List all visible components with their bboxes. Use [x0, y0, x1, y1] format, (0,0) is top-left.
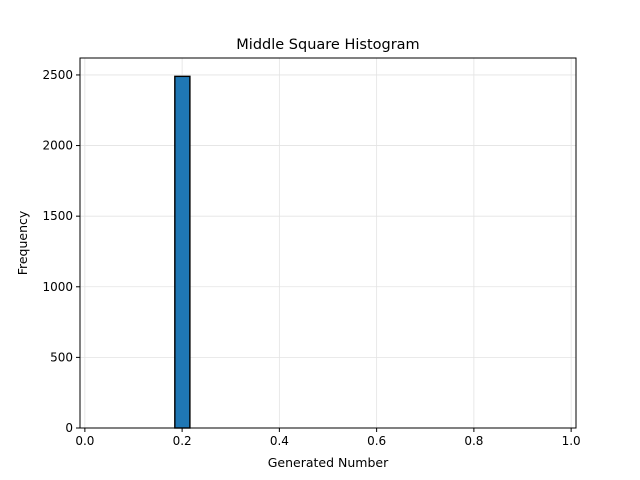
- y-tick-label: 0: [65, 421, 73, 435]
- plot-frame: [79, 57, 577, 429]
- x-tick-label: 1.0: [562, 434, 581, 448]
- x-tick-label: 0.6: [367, 434, 386, 448]
- histogram-bar: [174, 75, 191, 429]
- histogram-bars: [174, 75, 191, 429]
- x-tick-label: 0.0: [75, 434, 94, 448]
- y-tick-label: 500: [50, 350, 73, 364]
- axis-ticks: 0.0 0.2 0.4 0.6 0.8 1.0 0 500 1000 1500 2000 2500: [42, 68, 580, 448]
- x-axis-label: Generated Number: [268, 455, 389, 470]
- y-tick-label: 2000: [42, 139, 73, 153]
- y-axis-label: Frequency: [15, 210, 30, 275]
- chart-title: Middle Square Histogram: [236, 37, 419, 53]
- x-tick-label: 0.8: [464, 434, 483, 448]
- y-tick-label: 1500: [42, 209, 73, 223]
- x-tick-label: 0.4: [270, 434, 289, 448]
- y-tick-label: 1000: [42, 280, 73, 294]
- grid-lines: [80, 58, 576, 429]
- y-tick-label: 2500: [42, 68, 73, 82]
- x-tick-label: 0.2: [173, 434, 192, 448]
